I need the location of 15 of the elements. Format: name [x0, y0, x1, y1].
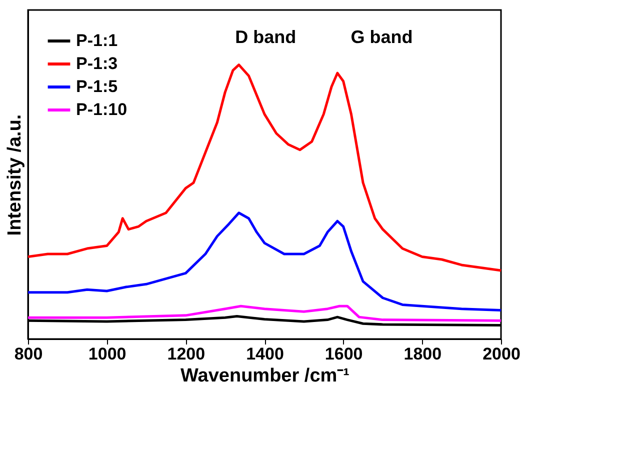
x-tick-label: 2000 — [482, 344, 520, 364]
y-axis-title: Intensity /a.u. — [4, 114, 26, 236]
x-tick-label: 800 — [14, 344, 43, 364]
x-tick-label: 1000 — [88, 344, 126, 364]
legend-label: P-1:10 — [76, 100, 128, 119]
x-tick-label: 1400 — [246, 344, 284, 364]
x-tick-label: 1600 — [324, 344, 363, 364]
legend-label: P-1:1 — [76, 31, 118, 50]
x-tick-label: 1800 — [404, 344, 442, 364]
legend-label: P-1:3 — [76, 54, 118, 73]
x-tick-label: 1200 — [167, 344, 206, 364]
text: G band — [350, 27, 413, 47]
legend-label: P-1:5 — [76, 77, 118, 96]
text: D band — [235, 27, 296, 47]
x-axis-title: Wavenumber /cm⁻¹ — [180, 366, 350, 386]
